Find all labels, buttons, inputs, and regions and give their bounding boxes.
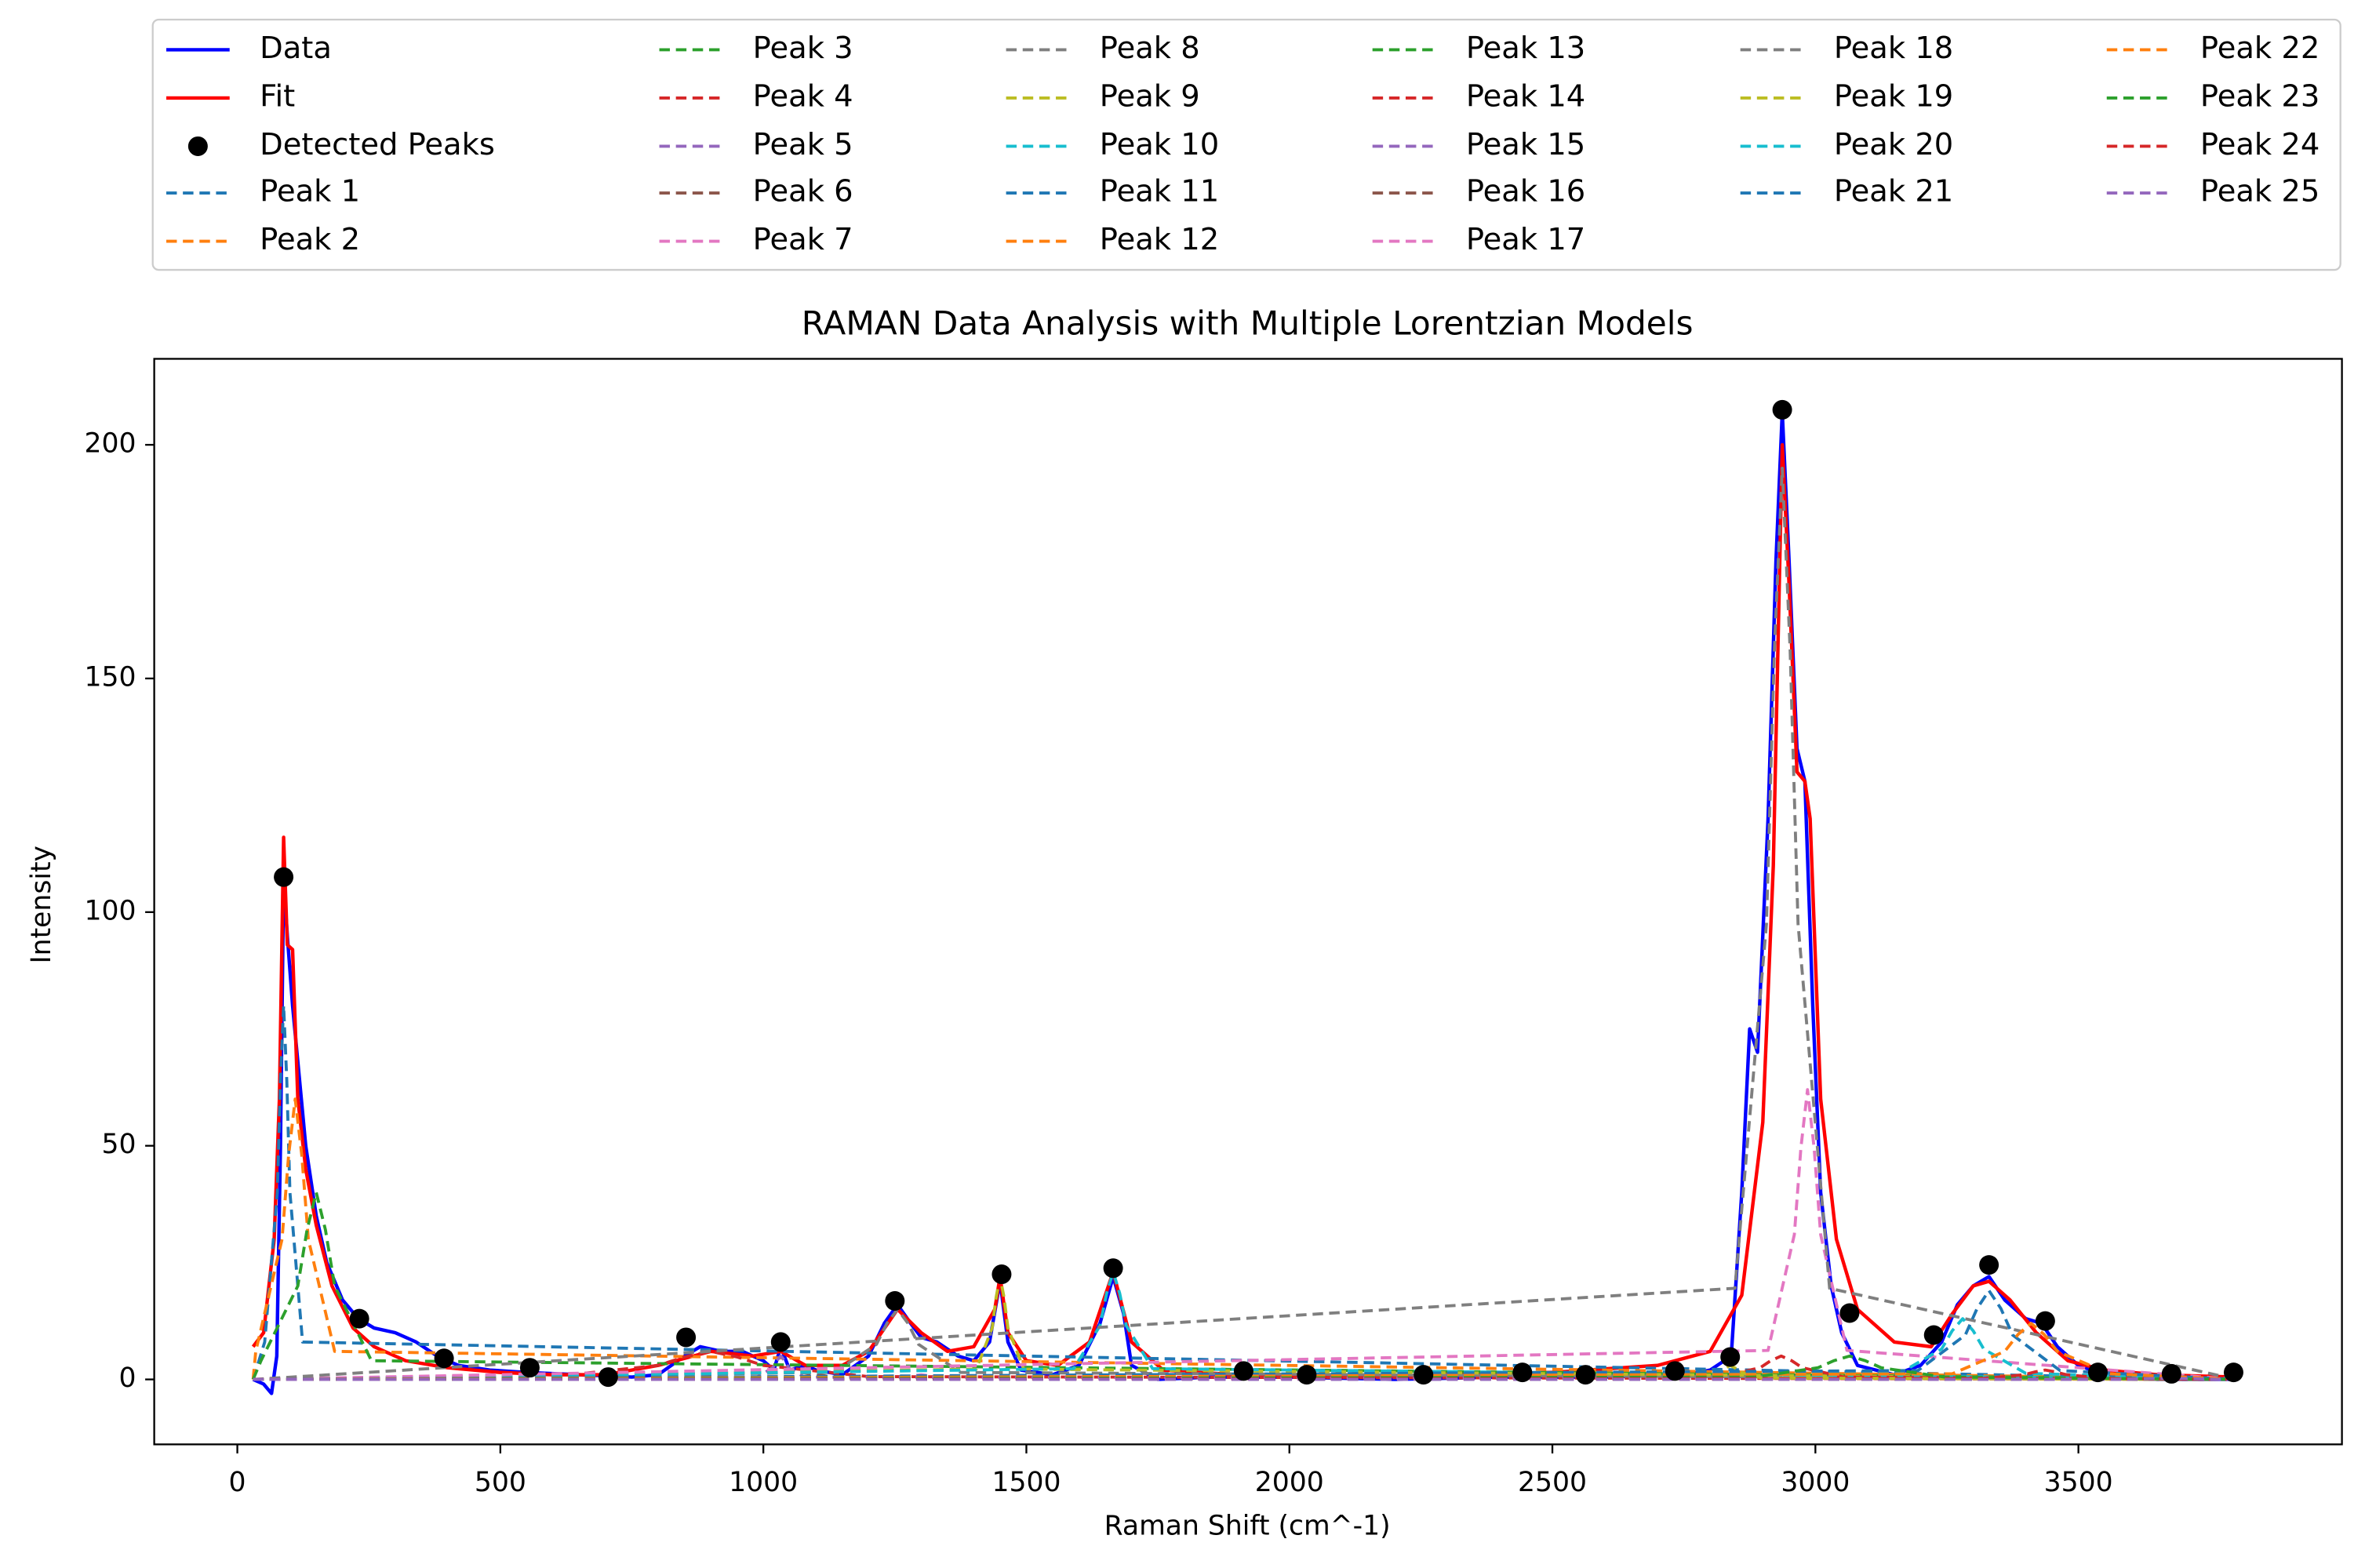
peak-marker <box>676 1327 697 1348</box>
peak-curve <box>253 1289 2236 1381</box>
legend-label: Peak 25 <box>2200 174 2320 209</box>
peak-marker <box>1665 1361 1685 1381</box>
peak-marker <box>2223 1362 2243 1383</box>
peak-marker <box>2161 1363 2181 1384</box>
legend-box <box>151 18 2341 271</box>
peak-marker <box>1297 1365 1317 1385</box>
y-tick-label: 100 <box>85 895 136 926</box>
peak-marker <box>2087 1362 2108 1383</box>
legend-label: Peak 6 <box>753 174 853 209</box>
peak-marker <box>1839 1303 1860 1323</box>
peak-marker <box>2035 1311 2055 1331</box>
x-tick-label: 0 <box>229 1467 246 1498</box>
legend-label: Peak 3 <box>753 31 853 66</box>
legend-label: Peak 18 <box>1834 31 1953 66</box>
x-tick-label: 1000 <box>729 1467 798 1498</box>
peak-curve <box>251 1097 2236 1381</box>
legend-label: Peak 1 <box>260 174 360 209</box>
legend-label: Peak 5 <box>753 127 853 162</box>
y-tick-label: 50 <box>102 1129 136 1160</box>
peak-curve <box>253 1322 2236 1381</box>
peak-marker <box>434 1348 454 1369</box>
legend-label: Peak 22 <box>2200 31 2320 66</box>
peak-marker <box>1414 1365 1434 1385</box>
peak-curve <box>253 1376 2236 1381</box>
legend-label: Peak 9 <box>1100 78 1200 114</box>
peak-marker <box>1103 1258 1123 1279</box>
y-tick-label: 200 <box>85 428 136 460</box>
x-axis-label: Raman Shift (cm^-1) <box>1104 1511 1391 1542</box>
x-tick-label: 500 <box>475 1467 526 1498</box>
legend-label: Peak 20 <box>1834 127 1953 162</box>
peak-marker <box>1979 1255 1999 1275</box>
legend-label: Data <box>260 31 332 66</box>
y-tick-label: 0 <box>119 1362 136 1394</box>
legend-label: Peak 12 <box>1100 222 1219 257</box>
peak-marker <box>770 1332 791 1352</box>
legend-label: Peak 10 <box>1100 127 1219 162</box>
x-tick-label: 3000 <box>1781 1467 1850 1498</box>
peak-marker <box>1233 1361 1253 1381</box>
series-line <box>252 410 2236 1395</box>
legend-swatch <box>187 136 208 156</box>
peak-curve <box>253 1317 2236 1381</box>
legend-label: Detected Peaks <box>260 127 495 162</box>
legend-label: Peak 24 <box>2200 127 2320 162</box>
legend-label: Peak 16 <box>1466 174 1585 209</box>
peak-marker <box>1720 1347 1741 1367</box>
peak-marker <box>1772 399 1792 420</box>
x-tick-label: 2500 <box>1518 1467 1587 1498</box>
plot-area <box>251 399 2243 1395</box>
peak-curve <box>253 1088 2236 1381</box>
legend-label: Peak 17 <box>1466 222 1585 257</box>
peak-marker <box>1923 1325 1944 1345</box>
legend-label: Peak 19 <box>1834 78 1953 114</box>
peak-curve <box>251 1191 2236 1381</box>
peak-marker <box>598 1367 618 1388</box>
legend-label: Peak 2 <box>260 222 360 257</box>
x-tick-label: 1500 <box>991 1467 1061 1498</box>
peak-marker <box>274 867 294 887</box>
legend-label: Peak 13 <box>1466 31 1585 66</box>
peak-marker <box>991 1264 1012 1285</box>
legend-label: Peak 11 <box>1100 174 1219 209</box>
peak-marker <box>885 1290 905 1311</box>
y-axis-label: Intensity <box>26 846 57 964</box>
peak-curve <box>253 1354 2236 1381</box>
legend-label: Peak 15 <box>1466 127 1585 162</box>
legend-label: Peak 21 <box>1834 174 1953 209</box>
legend: Data Fit Detected Peaks Peak 1 Peak 2 Peak 3 P… <box>166 31 2320 257</box>
peak-marker <box>1575 1365 1595 1385</box>
peak-curve <box>253 466 2237 1381</box>
legend-label: Peak 8 <box>1100 31 1200 66</box>
x-tick-label: 2000 <box>1255 1467 1324 1498</box>
legend-label: Fit <box>260 78 295 114</box>
axes: 0 500 1000 1500 2000 2500 3000 3500 0 50 100 150 200 <box>85 428 2113 1498</box>
legend-label: Peak 4 <box>753 78 853 114</box>
legend-label: Peak 7 <box>753 222 853 257</box>
peak-marker <box>1512 1362 1533 1383</box>
peak-curve <box>253 1270 2236 1381</box>
peak-marker <box>519 1358 540 1378</box>
chart-title: RAMAN Data Analysis with Multiple Lorent… <box>802 304 1694 343</box>
peak-marker <box>349 1308 369 1329</box>
peak-curve <box>253 1354 2236 1381</box>
legend-label: Peak 14 <box>1466 78 1585 114</box>
legend-label: Peak 23 <box>2200 78 2320 114</box>
axes-frame <box>153 358 2343 1446</box>
y-tick-label: 150 <box>85 661 136 693</box>
x-tick-label: 3500 <box>2044 1467 2113 1498</box>
